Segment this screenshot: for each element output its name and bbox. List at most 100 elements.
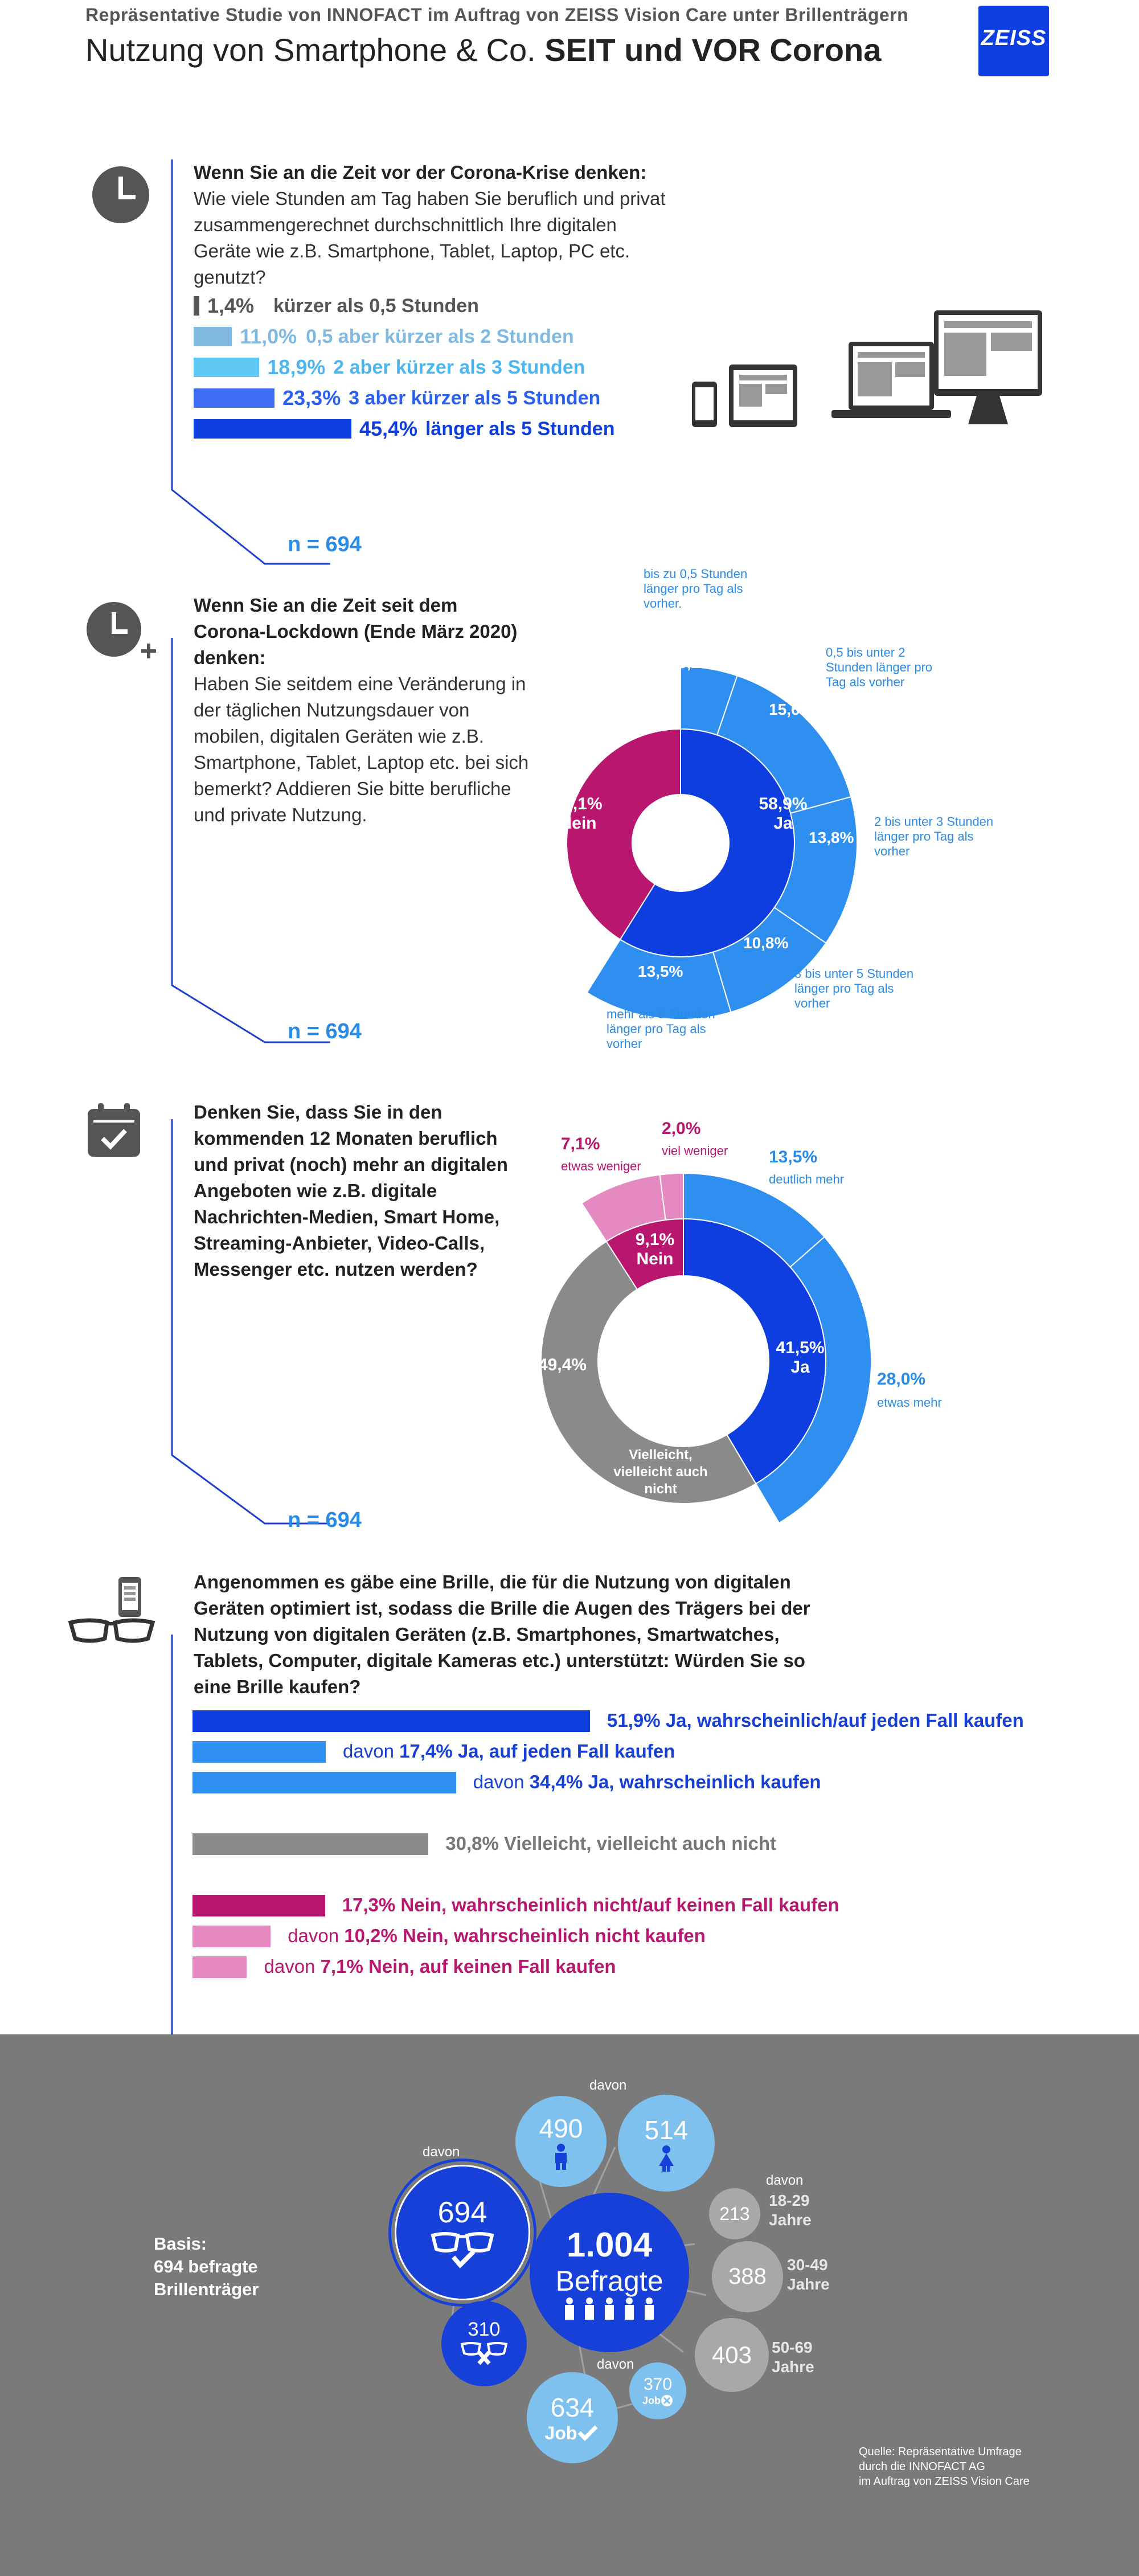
age2-range: 30-49 <box>787 2256 828 2274</box>
s4-row-text-3: Vielleicht, vielleicht auch nicht <box>504 1833 777 1854</box>
s4-davon: davon <box>473 1771 530 1792</box>
title-part2: SEIT und VOR Corona <box>544 32 882 68</box>
check-icon <box>577 2425 598 2441</box>
section2-question: Wenn Sie an die Zeit seit dem Corona-Loc… <box>194 592 530 828</box>
age3-unit: Jahre <box>772 2358 814 2376</box>
s4-row-text-5: Nein, wahrscheinlich nicht kaufen <box>403 1925 706 1946</box>
s3-deutlich-text: deutlich mehr <box>769 1172 845 1186</box>
s3-etwas-weniger-pct: 7,1% <box>561 1135 600 1153</box>
age1-count: 213 <box>719 2203 750 2224</box>
s2-nein-text: Nein <box>559 814 597 833</box>
s2-outer-pct-4: 13,5% <box>638 963 683 980</box>
s4-bar-3 <box>192 1833 429 1855</box>
davon-brille: davon <box>423 2144 460 2160</box>
s3-ja-label: 41,5% Ja <box>766 1338 834 1377</box>
s3-vielleicht-pct: 49,4% <box>538 1355 587 1374</box>
s2-ja-text: Ja <box>773 814 793 833</box>
section1-question-bold: Wenn Sie an die Zeit vor der Corona-Kris… <box>194 162 647 183</box>
page-title: Nutzung von Smartphone & Co. SEIT und VO… <box>85 31 881 68</box>
s2-outer-pct-0: 5,2% <box>678 654 714 671</box>
section2-question-text: Haben Sie seitdem eine Veränderung in de… <box>194 673 529 825</box>
section1-question-text: Wie viele Stunden am Tag haben Sie beruf… <box>194 188 666 288</box>
s3-outer-etwas-mehr <box>755 1236 872 1524</box>
job-row: Job <box>545 2423 600 2444</box>
s1-bar-label-1: 0,5 aber kürzer als 2 Stunden <box>306 326 574 347</box>
section1-question: Wenn Sie an die Zeit vor der Corona-Kris… <box>194 159 666 290</box>
s4-row-pct-0: 51,9% <box>607 1710 666 1731</box>
clock-plus-icon <box>87 602 156 658</box>
s2-outer-label-1: 0,5 bis unter 2 Stunden länger pro Tag a… <box>826 645 933 689</box>
age2-unit: Jahre <box>787 2275 830 2293</box>
s3-nein-pct: 9,1% <box>635 1230 675 1249</box>
devices-icon <box>692 310 1042 427</box>
section3-donut-chart <box>540 1172 872 1524</box>
s4-row-label-6: davon 7,1% Nein, auf keinen Fall kaufen <box>264 1956 616 1977</box>
section3-question-bold: Denken Sie, dass Sie in den kommenden 12… <box>194 1101 508 1280</box>
s4-row-text-4: Nein, wahrscheinlich nicht/auf keinen Fa… <box>400 1894 839 1915</box>
davon-job: davon <box>597 2357 634 2372</box>
s3-nein-text: Nein <box>636 1250 674 1268</box>
s4-davon: davon <box>288 1925 345 1946</box>
female-count: 514 <box>644 2115 689 2145</box>
s2-outer-label-2: 2 bis unter 3 Stunden länger pro Tag als… <box>874 814 994 858</box>
male-count: 490 <box>539 2114 583 2143</box>
no-brille-circle: 310 <box>441 2301 527 2386</box>
s1-bar-0 <box>194 296 199 316</box>
basis-line1: Basis: <box>154 2234 207 2254</box>
s4-row-text-0: Ja, wahrscheinlich/auf jeden Fall kaufen <box>665 1710 1024 1731</box>
s4-row-pct-2: 34,4% <box>529 1771 588 1792</box>
s4-bar-6 <box>192 1956 247 1978</box>
s2-nein-pct: 41,1% <box>554 794 603 813</box>
source-line2: durch die INNOFACT AG <box>859 2460 985 2473</box>
s4-row-pct-6: 7,1% <box>320 1956 368 1977</box>
s4-row-pct-4: 17,3% <box>342 1894 401 1915</box>
s1-bar-value-4: 45,4% <box>359 417 418 440</box>
s4-row-pct-1: 17,4% <box>399 1740 458 1762</box>
s1-bar-4 <box>194 419 351 439</box>
s4-row-label-3: 30,8% Vielleicht, vielleicht auch nicht <box>445 1833 776 1854</box>
source-note: Quelle: Repräsentative Umfrage durch die… <box>859 2444 1030 2489</box>
s4-row-label-4: 17,3% Nein, wahrscheinlich nicht/auf kei… <box>342 1894 839 1916</box>
job-circle: 634 Job <box>527 2372 618 2463</box>
s4-row-label-0: 51,9% Ja, wahrscheinlich/auf jeden Fall … <box>607 1710 1024 1731</box>
age3-count: 403 <box>711 2341 752 2368</box>
s1-bar-label-2: 2 aber kürzer als 3 Stunden <box>333 357 585 378</box>
s3-etwas-mehr-text: etwas mehr <box>877 1395 942 1410</box>
s3-viel-weniger-text: viel weniger <box>662 1144 728 1158</box>
female-circle: 514 <box>618 2095 715 2192</box>
s4-row-text-6: Nein, auf keinen Fall kaufen <box>368 1956 616 1977</box>
s2-outer-label-4: mehr als 5 Stunden länger pro Tag als vo… <box>607 1007 715 1051</box>
s2-outer-label-0: bis zu 0,5 Stunden länger pro Tag als vo… <box>644 567 748 611</box>
age1-range: 18-29 <box>769 2192 810 2209</box>
s4-bar-1 <box>192 1741 326 1763</box>
s3-nein-label: 9,1% Nein <box>621 1230 689 1269</box>
brille-circle: 694 <box>388 2159 536 2307</box>
glasses-check-icon <box>431 2232 494 2268</box>
section2-question-bold: Wenn Sie an die Zeit seit dem Corona-Loc… <box>194 595 518 668</box>
section4-question-bold: Angenommen es gäbe eine Brille, die für … <box>194 1571 810 1697</box>
source-line3: im Auftrag von ZEISS Vision Care <box>859 2475 1030 2488</box>
age1-label: 18-29 Jahre <box>769 2191 812 2230</box>
s4-row-label-1: davon 17,4% Ja, auf jeden Fall kaufen <box>343 1740 675 1762</box>
davon-age: davon <box>766 2173 804 2188</box>
cross-icon <box>661 2395 673 2406</box>
s3-ja-pct: 41,5% <box>776 1338 825 1357</box>
footer-basis: Basis: 694 befragte Brillenträger <box>154 2233 259 2301</box>
s4-bar-0 <box>192 1710 591 1732</box>
s4-row-text-2: Ja, wahrscheinlich kaufen <box>588 1771 821 1792</box>
no-job-count: 370 <box>643 2375 673 2394</box>
davon-gender: davon <box>589 2078 627 2093</box>
no-job-row: Job <box>642 2394 673 2407</box>
total-circle: 1.004 Befragte <box>530 2193 689 2352</box>
age2-label: 30-49 Jahre <box>787 2255 830 2294</box>
male-icon <box>555 2144 567 2170</box>
section3-sample-size: n = 694 <box>288 1508 362 1532</box>
s3-etwas-mehr-pct: 28,0% <box>877 1370 926 1389</box>
s1-bar-value-1: 11,0% <box>240 325 297 348</box>
age2-count: 388 <box>728 2264 767 2289</box>
s3-viel-weniger-pct: 2,0% <box>662 1119 701 1138</box>
clock-icon <box>92 166 149 223</box>
section3-question: Denken Sie, dass Sie in den kommenden 12… <box>194 1099 513 1283</box>
no-job-label: Job <box>642 2394 661 2406</box>
s2-ja-label: 58,9% Ja <box>743 794 823 833</box>
